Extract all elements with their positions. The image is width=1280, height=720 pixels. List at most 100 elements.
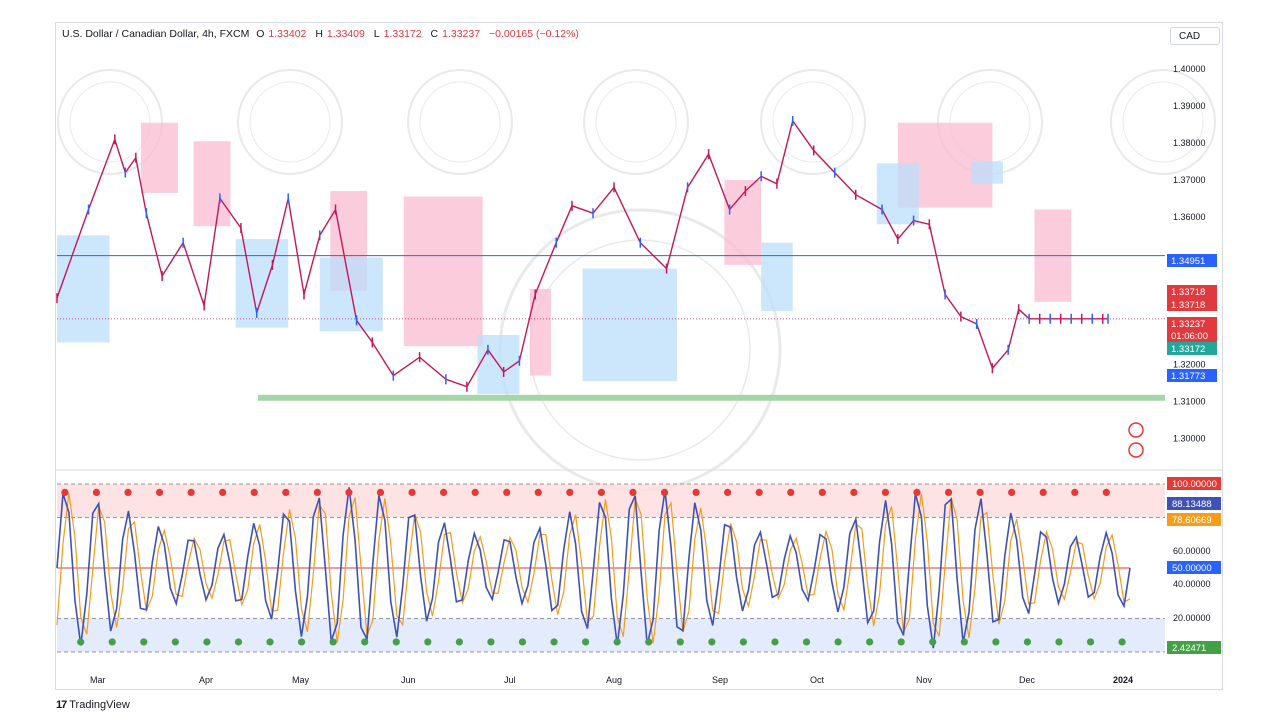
price-label-horizontal-line: 1.34951 (1171, 256, 1205, 267)
osc-tick-label: 2.42471 (1172, 643, 1206, 654)
usd-flag-icon (1128, 442, 1144, 458)
high-value: 1.33409 (326, 28, 365, 40)
demand-zone-13 (761, 242, 793, 312)
oversold-dot (361, 638, 369, 646)
support-line (258, 394, 1165, 401)
overbought-dot (755, 488, 763, 496)
oversold-dot (866, 638, 874, 646)
oversold-dot (140, 638, 148, 646)
price-tick-label: 1.31000 (1173, 396, 1206, 406)
oversold-dot (424, 638, 432, 646)
price-label-last-price: 1.33237 (1171, 319, 1205, 330)
demand-zone-8 (57, 235, 110, 343)
tradingview-logo[interactable]: 17 TradingView (56, 699, 130, 711)
watermark-seal-6 (1110, 69, 1216, 175)
demand-zone-9 (235, 239, 289, 328)
oversold-dot (108, 638, 116, 646)
price-tick-label: 1.39000 (1173, 101, 1206, 111)
overbought-dot (313, 488, 321, 496)
oversold-dot (645, 638, 653, 646)
overbought-dot (787, 488, 795, 496)
oversold-dot (582, 638, 590, 646)
overbought-dot (534, 488, 542, 496)
oversold-dot (992, 638, 1000, 646)
x-tick-label: Dec (1019, 675, 1036, 685)
oversold-dot (1023, 638, 1032, 646)
x-tick-label: Aug (606, 675, 622, 685)
osc-tick-label: 88.13488 (1172, 499, 1212, 510)
osc-tick-label: 60.00000 (1173, 546, 1211, 556)
price-tick-label: 1.36000 (1173, 212, 1206, 222)
demand-zone-14 (876, 163, 919, 225)
overbought-dot (92, 488, 101, 496)
oversold-dot (518, 638, 527, 646)
open-value: 1.33402 (268, 28, 307, 40)
price-label-box-lower-zone (1167, 369, 1217, 382)
oversold-dot (234, 638, 243, 646)
watermark-seal-2 (407, 69, 513, 175)
x-tick-label: Apr (199, 675, 213, 685)
symbol-name[interactable]: U.S. Dollar / Canadian Dollar, 4h, FXCM (62, 28, 250, 40)
watermark-seal-inner-1 (249, 81, 331, 163)
price-tick-label: 1.37000 (1173, 175, 1206, 185)
oversold-dot (171, 638, 179, 646)
overbought-dot (439, 488, 448, 496)
tradingview-brand: TradingView (69, 699, 130, 711)
currency-button[interactable]: CAD (1170, 27, 1220, 45)
overbought-dot (660, 488, 669, 496)
overbought-dot (408, 488, 416, 496)
oversold-dot (834, 638, 842, 646)
overbought-dot (1008, 488, 1016, 496)
overbought-dot (1071, 488, 1079, 496)
x-tick-label: Nov (916, 675, 933, 685)
oversold-dot (487, 638, 495, 646)
price-label-box-last-price (1167, 317, 1217, 330)
overbought-dot (124, 488, 132, 496)
x-tick-label: Sep (712, 675, 728, 685)
demand-zone-15 (971, 161, 1003, 184)
close-key: C (430, 28, 439, 40)
x-tick-label: Jun (401, 675, 416, 685)
symbol-header: U.S. Dollar / Canadian Dollar, 4h, FXCM … (62, 28, 585, 40)
oversold-dot (960, 638, 968, 646)
price-label-box-low-price (1167, 342, 1217, 355)
watermark-seal-inner-0 (69, 81, 151, 163)
oversold-dot (297, 638, 306, 646)
supply-zone-4 (529, 288, 551, 376)
osc-signal-line (56, 493, 1131, 644)
osc-tick-label: 50.00000 (1172, 563, 1212, 574)
oversold-dot (1055, 638, 1063, 646)
cad-flag-icon (1128, 422, 1144, 438)
x-tick-label: Jul (504, 675, 516, 685)
oversold-dot (1118, 638, 1126, 646)
overbought-dot (155, 488, 164, 496)
oversold-dot (1086, 638, 1095, 646)
oversold-dot (77, 638, 85, 646)
oversold-dot (739, 638, 748, 646)
overbought-dot (503, 488, 511, 496)
open-key: O (256, 28, 265, 40)
price-tick-label: 1.30000 (1173, 433, 1206, 443)
overbought-dot (61, 488, 69, 496)
close-value: 1.33237 (442, 28, 481, 40)
price-label-lower-zone: 1.31773 (1171, 371, 1205, 382)
price-tick-label: 1.32000 (1173, 360, 1206, 370)
watermark-seal-inner-2 (419, 81, 501, 163)
overbought-dot (187, 488, 195, 496)
watermark-seal-1 (237, 69, 343, 175)
osc-tick-label: 20.00000 (1173, 613, 1211, 623)
oversold-dot (455, 638, 463, 646)
price-label-box-horizontal-line (1167, 254, 1217, 267)
oversold-dot (613, 638, 621, 646)
supply-zone-0 (141, 122, 178, 193)
osc-tick-label: 78.60669 (1172, 515, 1212, 526)
overbought-dot (376, 488, 385, 496)
price-label-low-price: 1.33172 (1171, 344, 1205, 355)
price-series-line (56, 119, 1108, 388)
oversold-dot (802, 638, 811, 646)
overbought-dot (692, 488, 700, 496)
watermark-seal-inner-4 (772, 81, 854, 163)
supply-zone-5 (724, 179, 762, 265)
oversold-band (57, 618, 1165, 652)
